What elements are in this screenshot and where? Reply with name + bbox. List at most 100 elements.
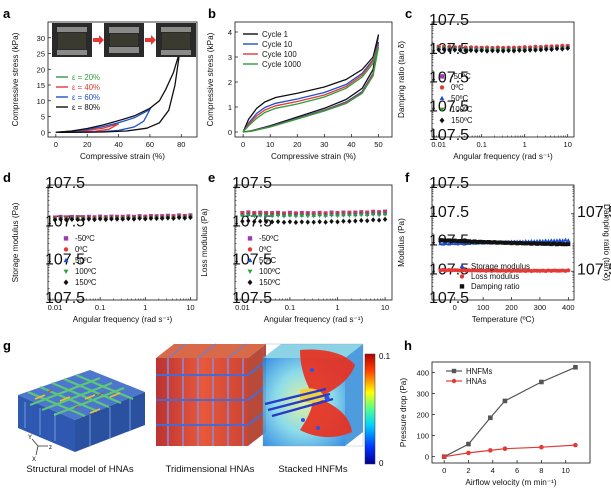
data-point xyxy=(176,215,182,221)
legend-marker xyxy=(439,107,445,113)
data-point xyxy=(258,218,263,224)
y-tick-label: 0 xyxy=(425,453,429,462)
data-point xyxy=(512,240,517,245)
data-point xyxy=(472,239,477,244)
caption-tridimensional: Tridimensional HNAs xyxy=(166,464,255,475)
data-point xyxy=(311,219,316,225)
x-tick-label: 10 xyxy=(564,140,572,149)
data-point xyxy=(506,48,511,54)
legend-label: 50ºC xyxy=(75,256,93,265)
data-point xyxy=(299,219,305,225)
text: 107.5 xyxy=(429,12,469,29)
x-tick-label: 1 xyxy=(335,303,339,312)
y-axis-label: Damping ratio (tan δ) xyxy=(397,41,406,118)
data-point xyxy=(126,216,131,222)
data-point xyxy=(511,48,517,54)
data-point xyxy=(311,214,316,219)
svg-text:Y: Y xyxy=(28,435,32,441)
y-tick-label: 1 xyxy=(228,103,232,112)
data-point xyxy=(520,241,525,246)
data-point xyxy=(560,46,565,52)
data-point xyxy=(293,214,299,219)
data-point xyxy=(171,215,176,221)
data-point xyxy=(537,241,542,246)
data-point xyxy=(444,238,449,243)
data-point xyxy=(281,214,287,219)
legend-label: 150ºC xyxy=(75,278,97,287)
legend-marker xyxy=(63,236,69,241)
legend-label: HNAs xyxy=(466,377,486,386)
arrow-right-icon xyxy=(145,35,156,45)
tridimensional-block-render xyxy=(156,343,267,446)
panel-letter-g: g xyxy=(3,338,11,353)
series-line xyxy=(55,108,152,133)
data-point xyxy=(143,216,148,222)
data-point xyxy=(75,216,80,223)
legend-marker xyxy=(439,85,445,90)
data-point xyxy=(488,448,493,453)
data-point xyxy=(532,268,537,273)
data-point xyxy=(506,240,511,245)
data-point xyxy=(532,241,537,246)
data-point xyxy=(466,441,471,447)
data-point xyxy=(535,268,540,273)
data-point xyxy=(455,239,460,244)
x-tick-label: 1 xyxy=(143,303,147,312)
data-point xyxy=(544,46,549,53)
data-point xyxy=(182,215,187,221)
data-point xyxy=(188,214,193,221)
legend-marker xyxy=(451,368,457,374)
y-axis-label: Compressive stress (kPa) xyxy=(11,32,20,126)
y2-axis-label: Damping ratio (tan δ) xyxy=(602,204,611,281)
x-tick-label: 0.01 xyxy=(235,303,250,312)
data-point xyxy=(246,218,251,224)
data-point xyxy=(353,213,358,218)
data-point xyxy=(469,239,474,244)
data-point xyxy=(517,47,522,53)
x-tick-label: 20 xyxy=(293,140,301,149)
y-tick-label: 5 xyxy=(41,113,45,122)
legend-label: 150ºC xyxy=(451,116,473,125)
legend-label: -50ºC xyxy=(75,234,95,243)
chart-b-cyclic-compression: 0 10 20 30 40 50 0 1 2 3 4 Compressive strain (%) Co… xyxy=(206,21,393,161)
data-point xyxy=(438,238,443,243)
data-point xyxy=(281,219,287,225)
data-point xyxy=(287,213,293,218)
data-point xyxy=(539,379,544,385)
data-point xyxy=(359,213,364,218)
data-point xyxy=(539,444,544,450)
data-point xyxy=(359,217,364,224)
panel-letter-e: e xyxy=(208,170,215,185)
legend-marker xyxy=(63,269,69,275)
legend-label: -50ºC xyxy=(259,234,279,243)
data-point xyxy=(554,46,560,52)
x-tick-label: 0 xyxy=(442,466,446,475)
data-point xyxy=(287,219,293,225)
legend-label: 100ºC xyxy=(75,267,97,276)
data-point xyxy=(518,241,523,246)
legend-marker xyxy=(459,263,465,269)
y-axis-label: Compressive stress (kPa) xyxy=(206,32,215,126)
x-axis-label: Angular frequency (rad s⁻¹) xyxy=(264,315,364,324)
data-point xyxy=(86,216,92,222)
plot-frame xyxy=(47,184,198,301)
data-point xyxy=(546,241,551,246)
chart-f-temperature-sweep: 0100200300400107.5107.5107.5107.5107.5Te… xyxy=(397,175,611,324)
legend-marker xyxy=(247,269,253,275)
x-tick-label: 2 xyxy=(466,466,470,475)
y-tick-label: 0 xyxy=(228,128,232,137)
legend-label: 50ºC xyxy=(259,256,277,265)
x-tick-label: 50 xyxy=(374,140,382,149)
x-axis-label: Compressive strain (%) xyxy=(271,152,356,161)
y-tick-label: 100 xyxy=(416,432,429,441)
data-point xyxy=(554,268,559,273)
legend-label: Cycle 100 xyxy=(262,50,297,59)
x-tick-label: 80 xyxy=(177,140,185,149)
x-tick-label: 40 xyxy=(347,140,355,149)
x-tick-label: 0 xyxy=(54,140,58,149)
data-point xyxy=(252,219,257,225)
legend-label: 0ºC xyxy=(259,245,272,254)
data-point xyxy=(246,213,251,218)
data-point xyxy=(566,242,571,247)
x-tick-label: 0.1 xyxy=(285,303,295,312)
